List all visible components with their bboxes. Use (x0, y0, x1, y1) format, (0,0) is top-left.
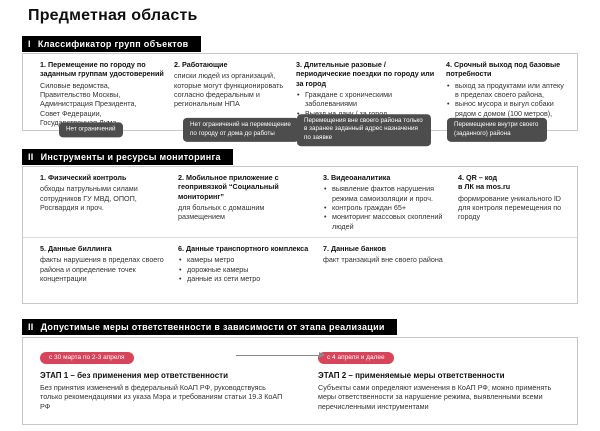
card-transport-data: 6. Данные транспортного комплекса камеры… (178, 244, 313, 284)
card-title: 3. Видеоаналитика (323, 173, 391, 182)
card-title: 2. Работающие (174, 60, 228, 69)
stage-transition-arrow-icon (236, 352, 325, 358)
badge-no-restrictions: Нет ограничений (59, 122, 123, 138)
card-title: 1. Перемещение по городу по заданным гру… (40, 60, 164, 79)
badge-inside-district: Перемещение внутри своего (заданного) ра… (447, 118, 547, 142)
card-title: 1. Физический контроль (40, 173, 127, 182)
card-title: 2. Мобильное приложение с геопривязкой “… (178, 173, 279, 201)
card-title: 3. Длительные разовые / периодические по… (296, 60, 435, 88)
org-line: Правительство Москвы, (40, 90, 121, 100)
section2-header-bar: II Инструменты и ресурсы мониторинга (22, 149, 233, 165)
stage1-date-pill: с 30 марта по 2-3 апреля (40, 351, 134, 364)
section1-header-bar: I Классификатор групп объектов (22, 36, 201, 52)
stage2-date-pill: с 4 апреля и далее (318, 351, 394, 364)
org-line: Совет Федерации, (40, 108, 102, 118)
card-title: 7. Данные банков (323, 244, 387, 253)
card-urgent-needs: 4. Срочный выход под базовые потребности… (446, 60, 569, 137)
card-billing-data: 5. Данные биллинга факты нарушения в пре… (40, 244, 168, 283)
card-social-monitoring-app: 2. Мобильное приложение с геопривязкой “… (178, 173, 313, 237)
bullet-item: контроль граждан 65+ (323, 203, 448, 213)
bullet-item: мониторинг массовых скоплений людей (323, 212, 448, 231)
monitoring-box: 1. Физический контроль обходы патрульным… (22, 166, 578, 304)
badge-out-of-district-by-request: Перемещения вне своего района только в з… (297, 113, 431, 147)
badge-home-work-restriction: Нет ограничений на перемещение по городу… (183, 118, 299, 142)
stage1-body: Без принятия изменений в федеральный КоА… (40, 382, 283, 411)
section2-number: II (28, 152, 34, 162)
org-line: Силовые ведомства, (40, 80, 110, 90)
bullet-item: дорожные камеры (178, 265, 313, 275)
bullet-item: Выезд на дачу / за город (296, 109, 436, 119)
card-body: формирование уникального ID для контроля… (458, 193, 562, 222)
bullet-item: выход за продуктами или аптеку в предела… (446, 81, 569, 100)
bullet-item: данные из сети метро (178, 274, 313, 284)
page-title: Предметная область (28, 7, 198, 24)
bullet-item: Граждане с хроническими заболеваниями (296, 90, 436, 109)
section2-header-label: Инструменты и ресурсы мониторинга (40, 152, 221, 162)
bullet-item: камеры метро (178, 255, 313, 265)
bullet-item: вынос мусора и выгул собаки рядом с домо… (446, 99, 569, 118)
stage-2: с 4 апреля и далее ЭТАП 2 – применяемые … (318, 346, 569, 424)
card-body: для больных с домашним размещением (178, 203, 265, 222)
section3-number: II (28, 322, 34, 332)
card-title-line2: в ЛК на mos.ru (458, 182, 511, 192)
card-body: факт транзакций вне своего района (323, 255, 443, 265)
card-physical-control: 1. Физический контроль обходы патрульным… (40, 173, 168, 237)
classifier-box: 1. Перемещение по городу по заданным гру… (22, 53, 578, 147)
org-line: Администрация Президента, (40, 99, 137, 109)
responsibility-box: с 30 марта по 2-3 апреля ЭТАП 1 – без пр… (22, 337, 578, 425)
stage-1: с 30 марта по 2-3 апреля ЭТАП 1 – без пр… (40, 346, 318, 424)
stage2-title: ЭТАП 2 – применяемые меры ответственност… (318, 370, 505, 380)
card-title: 4. Срочный выход под базовые потребности (446, 60, 561, 79)
card-bank-data: 7. Данные банков факт транзакций вне сво… (323, 244, 448, 283)
card-body: обходы патрульными силами сотрудников ГУ… (40, 184, 138, 213)
section1-number: I (28, 39, 31, 49)
card-title: 5. Данные биллинга (40, 244, 112, 253)
card-body: списки людей из организаций, которые мог… (174, 71, 284, 109)
card-body: факты нарушения в пределах своего района… (40, 255, 164, 284)
stage1-title: ЭТАП 1 – без применения мер ответственно… (40, 370, 228, 380)
section3-header-bar: II Допустимые меры ответственности в зав… (22, 319, 397, 335)
card-qr-code: 4. QR – код в ЛК на mos.ru формирование … (458, 173, 569, 237)
section3-header-label: Допустимые меры ответственности в зависи… (40, 322, 385, 332)
bullet-item: выявление фактов нарушения режима самоиз… (323, 184, 448, 203)
section1-header-label: Классификатор групп объектов (37, 39, 189, 49)
card-workers: 2. Работающие списки людей из организаци… (174, 60, 286, 137)
card-body: Силовые ведомства, Правительство Москвы,… (40, 81, 164, 128)
card-title: 6. Данные транспортного комплекса (178, 244, 309, 253)
card-title-line1: 4. QR – код (458, 173, 498, 182)
card-video-analytics: 3. Видеоаналитика выявление фактов наруш… (323, 173, 448, 237)
stage2-body: Субъекты сами определяют изменения в КоА… (318, 382, 552, 411)
